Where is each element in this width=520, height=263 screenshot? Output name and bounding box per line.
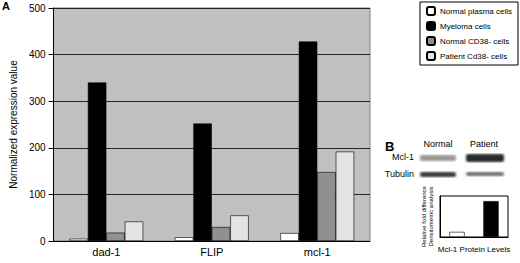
- svg-text:dad-1: dad-1: [92, 246, 120, 258]
- svg-text:Mcl-1 Protein Levels: Mcl-1 Protein Levels: [438, 245, 510, 254]
- svg-text:mcl-1: mcl-1: [304, 246, 331, 258]
- html-text:Normal: Normal: [423, 139, 453, 149]
- html-text:Patient: Patient: [470, 139, 498, 149]
- svg-text:Myeloma cells: Myeloma cells: [440, 22, 491, 31]
- svg-text:Relative fold difference: Relative fold difference: [421, 185, 427, 247]
- svg-text:Normal CD38- cells: Normal CD38- cells: [440, 37, 509, 46]
- svg-text:Densitometric analysis: Densitometric analysis: [428, 186, 434, 246]
- svg-text:0: 0: [40, 236, 46, 247]
- svg-text:100: 100: [29, 189, 46, 200]
- html-text:Mcl-1: Mcl-1: [392, 152, 414, 162]
- svg-text:Normal plasma cells: Normal plasma cells: [440, 7, 512, 16]
- svg-text:400: 400: [29, 49, 46, 60]
- html-text:A: A: [2, 0, 10, 12]
- svg-text:Normalized expression value: Normalized expression value: [8, 60, 19, 189]
- svg-text:500: 500: [29, 3, 46, 14]
- html-text:B: B: [385, 139, 395, 154]
- html-text:Tubulin: Tubulin: [384, 169, 414, 179]
- svg-text:300: 300: [29, 96, 46, 107]
- svg-text:Patient Cd38- cells: Patient Cd38- cells: [440, 52, 507, 61]
- svg-text:200: 200: [29, 142, 46, 153]
- svg-text:FLIP: FLIP: [200, 246, 223, 258]
